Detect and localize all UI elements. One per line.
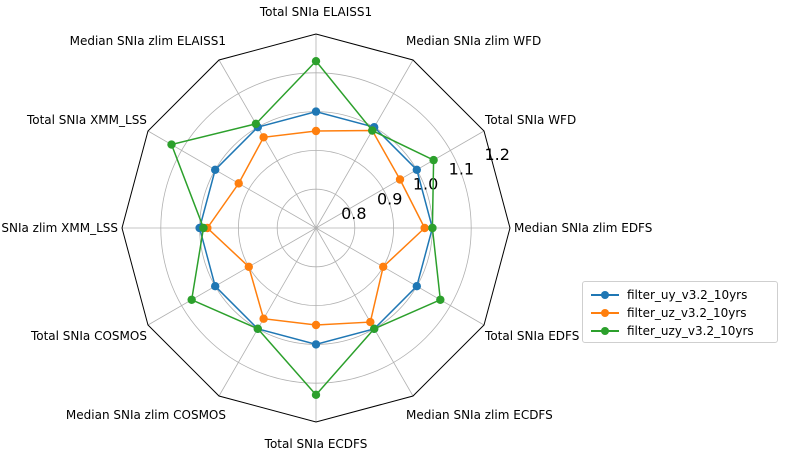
series-point <box>244 262 253 271</box>
series-point <box>311 107 321 116</box>
radial-tick-label: 0.9 <box>377 189 402 208</box>
series-point <box>311 56 321 66</box>
series-point <box>259 133 268 142</box>
category-label: Median SNIa zlim ELAISS1 <box>70 34 226 48</box>
series-point <box>429 155 438 165</box>
category-label: Median SNIa zlim WFD <box>406 34 541 48</box>
spoke-line <box>315 227 414 397</box>
series-point <box>412 282 422 291</box>
category-label: Median SNIa zlim EDFS <box>514 221 652 235</box>
series-point <box>368 126 377 135</box>
series-point <box>210 282 220 291</box>
category-label: Median SNIa zlim XMM_LSS <box>0 221 118 235</box>
radial-tick-label: 1.0 <box>413 174 438 193</box>
radial-tick-label: 1.2 <box>485 145 510 164</box>
radial-tick-label: 1.1 <box>449 160 474 179</box>
series-point <box>311 126 321 136</box>
series-point <box>311 320 321 330</box>
legend-swatch-uzy <box>591 325 619 337</box>
series-point <box>187 295 196 304</box>
category-label: Median SNIa zlim ECDFS <box>406 408 553 422</box>
category-label: Total SNIa EDFS <box>484 329 579 343</box>
spoke-line <box>147 227 317 326</box>
series-point <box>259 314 268 323</box>
series-2 <box>167 56 445 400</box>
legend-item-uy: filter_uy_v3.2_10yrs <box>591 286 769 304</box>
series-point <box>253 324 262 334</box>
radial-tick-label: 0.8 <box>341 204 366 223</box>
category-label: Total SNIa ELAISS1 <box>259 5 372 19</box>
series-point <box>311 340 321 349</box>
series-point <box>379 262 388 271</box>
frame-polygon <box>121 33 511 423</box>
legend-label-uy: filter_uy_v3.2_10yrs <box>627 288 748 302</box>
spoke-line <box>315 59 414 229</box>
category-label: Total SNIa WFD <box>484 113 576 127</box>
series-point <box>412 165 422 174</box>
legend-swatch-uz <box>591 307 619 319</box>
series-point <box>234 179 243 188</box>
outer-frame <box>121 33 511 423</box>
spoke-line <box>315 227 485 326</box>
legend-item-uz: filter_uz_v3.2_10yrs <box>591 304 769 322</box>
category-label: Total SNIa COSMOS <box>30 329 147 343</box>
series-point <box>167 140 176 149</box>
radial-tick-labels: 0.8 0.9 1.0 1.1 1.2 <box>341 145 510 223</box>
legend-item-uzy: filter_uzy_v3.2_10yrs <box>591 322 769 340</box>
spoke-line <box>147 130 317 229</box>
series-point <box>436 295 445 304</box>
category-label: Total SNIa ECDFS <box>264 437 368 451</box>
series-point <box>420 223 429 233</box>
legend-label-uz: filter_uz_v3.2_10yrs <box>627 306 747 320</box>
series-point <box>210 165 220 174</box>
series-group <box>167 56 445 400</box>
legend: filter_uy_v3.2_10yrs filter_uz_v3.2_10yr… <box>582 281 778 343</box>
series-point <box>370 324 379 334</box>
category-labels: Median SNIa zlim EDFS Total SNIa WFD Media… <box>0 5 652 451</box>
category-label: Total SNIa XMM_LSS <box>26 113 147 127</box>
spoke-line <box>218 59 317 229</box>
spoke-line <box>218 227 317 397</box>
legend-label-uzy: filter_uzy_v3.2_10yrs <box>627 324 754 338</box>
series-point <box>251 119 261 129</box>
series-point <box>199 223 208 233</box>
legend-swatch-uy <box>591 289 619 301</box>
series-point <box>428 223 437 233</box>
axis-spokes <box>122 34 510 422</box>
series-point <box>366 317 375 327</box>
series-point <box>395 175 405 184</box>
category-label: Median SNIa zlim COSMOS <box>66 408 226 422</box>
series-point <box>311 390 321 400</box>
